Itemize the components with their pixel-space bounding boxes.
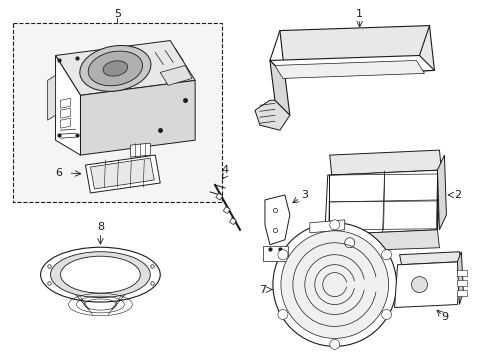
Text: 4: 4 bbox=[221, 165, 228, 175]
Circle shape bbox=[381, 250, 391, 260]
Circle shape bbox=[344, 238, 354, 248]
Ellipse shape bbox=[88, 51, 142, 86]
Ellipse shape bbox=[80, 45, 151, 91]
Polygon shape bbox=[269, 60, 289, 115]
Polygon shape bbox=[130, 143, 150, 157]
Text: 9: 9 bbox=[440, 312, 447, 323]
Ellipse shape bbox=[50, 252, 150, 298]
Circle shape bbox=[329, 220, 339, 230]
Text: 6: 6 bbox=[55, 168, 62, 178]
Circle shape bbox=[381, 310, 391, 319]
Polygon shape bbox=[90, 158, 154, 189]
Text: 8: 8 bbox=[97, 222, 104, 232]
Text: 7: 7 bbox=[259, 284, 266, 294]
Bar bbox=[263, 246, 287, 261]
Circle shape bbox=[329, 339, 339, 349]
Polygon shape bbox=[61, 98, 70, 108]
Text: 5: 5 bbox=[114, 9, 121, 19]
Circle shape bbox=[272, 223, 396, 346]
Polygon shape bbox=[324, 170, 441, 235]
Polygon shape bbox=[309, 220, 344, 233]
Text: 2: 2 bbox=[453, 190, 460, 200]
Ellipse shape bbox=[61, 256, 140, 293]
Polygon shape bbox=[274, 60, 424, 78]
Polygon shape bbox=[81, 80, 195, 155]
Polygon shape bbox=[56, 55, 81, 155]
Polygon shape bbox=[394, 262, 461, 307]
Circle shape bbox=[411, 276, 427, 293]
Text: 3: 3 bbox=[301, 190, 308, 200]
Bar bbox=[223, 207, 230, 213]
Bar bbox=[215, 193, 222, 200]
Polygon shape bbox=[437, 155, 446, 230]
Polygon shape bbox=[324, 230, 439, 252]
Polygon shape bbox=[254, 100, 289, 130]
Polygon shape bbox=[456, 252, 463, 305]
Text: 1: 1 bbox=[355, 9, 363, 19]
Polygon shape bbox=[279, 26, 433, 75]
Polygon shape bbox=[47, 75, 56, 120]
Polygon shape bbox=[61, 108, 70, 118]
Polygon shape bbox=[264, 195, 289, 245]
Polygon shape bbox=[61, 118, 70, 128]
Polygon shape bbox=[399, 252, 461, 265]
Ellipse shape bbox=[103, 61, 127, 76]
Polygon shape bbox=[269, 55, 433, 75]
Circle shape bbox=[277, 310, 287, 319]
Bar bbox=[456, 280, 467, 285]
Circle shape bbox=[280, 231, 388, 338]
Polygon shape bbox=[160, 66, 192, 85]
Bar bbox=[456, 270, 467, 276]
Bar bbox=[456, 289, 467, 296]
Polygon shape bbox=[329, 150, 441, 175]
Circle shape bbox=[277, 250, 287, 260]
Bar bbox=[13, 23, 222, 202]
Polygon shape bbox=[56, 41, 195, 95]
Bar bbox=[229, 218, 236, 225]
Ellipse shape bbox=[41, 247, 160, 302]
Polygon shape bbox=[85, 155, 160, 193]
